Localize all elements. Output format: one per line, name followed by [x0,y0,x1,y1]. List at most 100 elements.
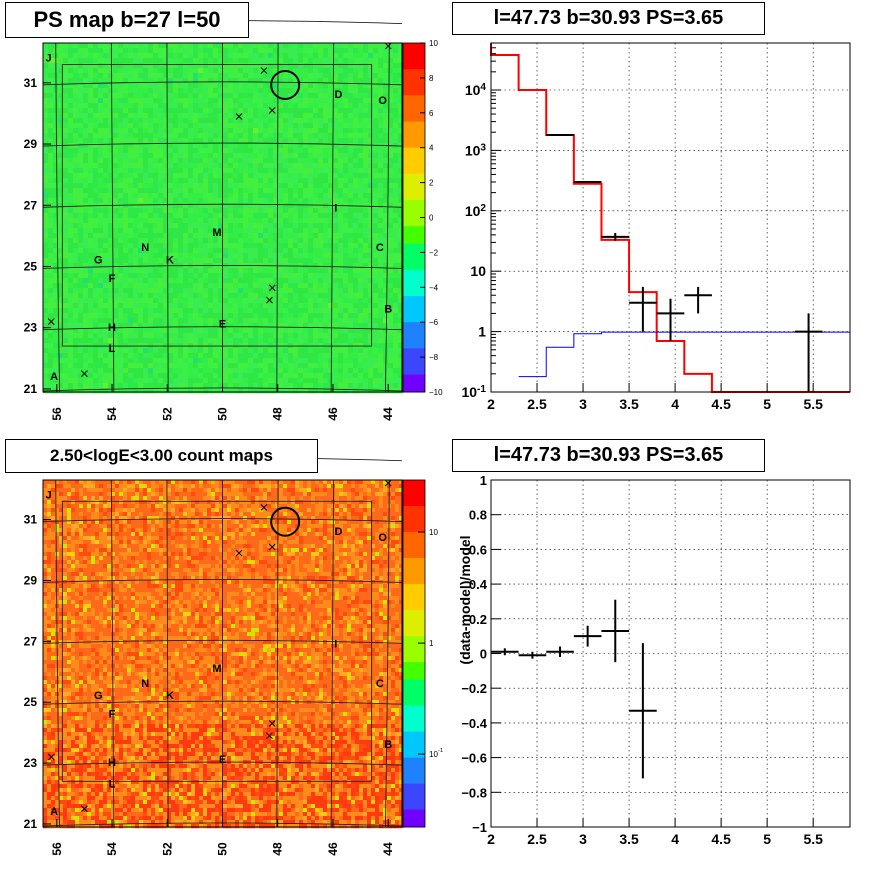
bl-coord-grid [42,457,403,828]
tl-colorbar-cell [403,243,425,253]
br-xtick-label: 2.5 [527,831,547,847]
bl-source-label-k: K [166,690,174,702]
tl-source-label-l: L [109,343,116,355]
tl-heatmap [43,43,404,394]
tl-title-box: PS map b=27 l=50 [5,2,249,38]
tl-source-label-n: N [141,242,149,254]
bl-colorbar-cell [403,748,425,759]
tr-frame [490,42,851,393]
tr-xtick-label: 4 [671,396,679,412]
tl-colorbar-cell [403,348,425,358]
tl-colorbar-cell [403,261,425,271]
br-ytick-label: −0.6 [461,751,487,766]
bl-colorbar-frame [402,479,426,828]
bl-source-cross [268,720,276,727]
bl-parallel [42,518,403,523]
bl-colorbar-cell [403,540,425,550]
tr-xtick-label: 2 [487,396,495,412]
tl-colorbar-cell [403,138,425,149]
bl-colorbar-label: 1 [429,639,434,648]
br-ytick-label: 0.2 [469,612,487,627]
bl-colorbar-cell [403,558,425,568]
br-xtick-label: 3.5 [619,831,639,847]
tl-colorbar-cell [403,357,425,367]
bl-source-label-h: H [108,757,116,769]
tl-source-label-f: F [109,273,116,285]
bl-colorbar-cell [403,688,425,698]
tr-model-step-0 [490,43,850,393]
tl-sources: J D O I M N G K C F B H E L A [45,42,392,383]
tl-ytick-label: 31 [24,76,38,90]
tl-colorbar-cell [403,77,425,88]
bl-source-label-i: I [334,638,337,650]
tl-colorbar-cell [403,51,425,61]
bl-meridian [385,479,390,828]
bl-colorbar-cell [403,670,425,681]
tl-source-cross [384,42,392,50]
bl-parallel [42,700,403,705]
tl-colorbar-cell [403,217,425,227]
tl-colorbar-cell [403,234,425,245]
bl-colorbar-cell [403,644,425,654]
bl-colorbar-cell [403,514,425,524]
tl-source-cross [47,318,55,325]
tl-roi-outline [61,63,373,347]
tl-colorbar-cell [403,208,425,218]
tl-colorbar-cell [403,104,425,114]
tl-colorbar-cell [403,95,425,105]
bl-colorbar-cell [403,800,425,811]
bl-colorbar-cell [403,818,425,828]
tl-colorbar-cell [403,296,425,306]
tl-parallel [42,142,403,147]
bl-colorbar-cell [403,592,425,602]
bl-colorbar-cell [403,731,425,741]
tl-colorbar-cell [403,252,425,262]
tl-xtick-label: 46 [326,407,340,421]
bl-source-cross [268,543,276,551]
br-ytick-label: 0 [480,647,487,662]
tl-meridian [385,42,390,393]
tl-colorbar-cell [403,313,425,323]
tl-source-label-b: B [384,303,392,315]
bl-source-label-a: A [50,806,58,818]
tl-colorbar-cell [403,165,425,175]
bl-xtick-label: 56 [50,842,64,856]
bl-colorbar-cell [403,584,425,594]
bl-colorbar-cell [403,636,425,646]
bl-colorbar-label: 10 [429,528,438,537]
tl-xtick-label: 44 [381,407,395,421]
bl-xtick-label: 50 [216,842,230,856]
bl-source-label-g: G [94,690,103,702]
tl-colorbar-label: 4 [429,144,434,153]
bl-parallel [42,579,403,583]
tl-source-label-k: K [166,254,174,266]
br-title-box: l=47.73 b=30.93 PS=3.65 [452,439,765,472]
tl-ytick-label: 23 [24,321,38,335]
br-frame [490,479,851,828]
br-ylabel: (data-model)/model [457,535,473,664]
tl-colorbar-cell [403,339,425,349]
bl-ytick-label: 31 [24,513,38,527]
tl-source-label-e: E [219,319,226,331]
tl-colorbar-cell [403,322,425,332]
tl-source-cross [268,284,276,292]
tl-colorbar-cell [403,86,425,96]
tl-parallel [42,203,403,208]
bl-source-label-c: C [376,678,384,690]
tl-parallel [42,326,403,331]
tr-ytick-label: 104 [465,82,487,98]
bl-source-label-o: O [378,532,387,544]
bl-xtick-label: 48 [271,842,285,856]
tl-xtick-label: 52 [160,407,174,421]
tl-parallel [42,81,403,86]
tl-colorbar-cell [403,330,425,341]
tr-ytick-label: 10 [470,263,486,279]
bl-parallel [42,639,403,644]
bl-colorbar-cell [403,532,425,542]
bl-sources: J D O I M N G K C F B H E L A [45,479,392,818]
br-xtick-label: 5.5 [803,831,823,847]
bl-parallel [42,761,403,766]
bl-ytick-label: 25 [24,695,38,709]
bl-ytick-label: 23 [24,756,38,770]
